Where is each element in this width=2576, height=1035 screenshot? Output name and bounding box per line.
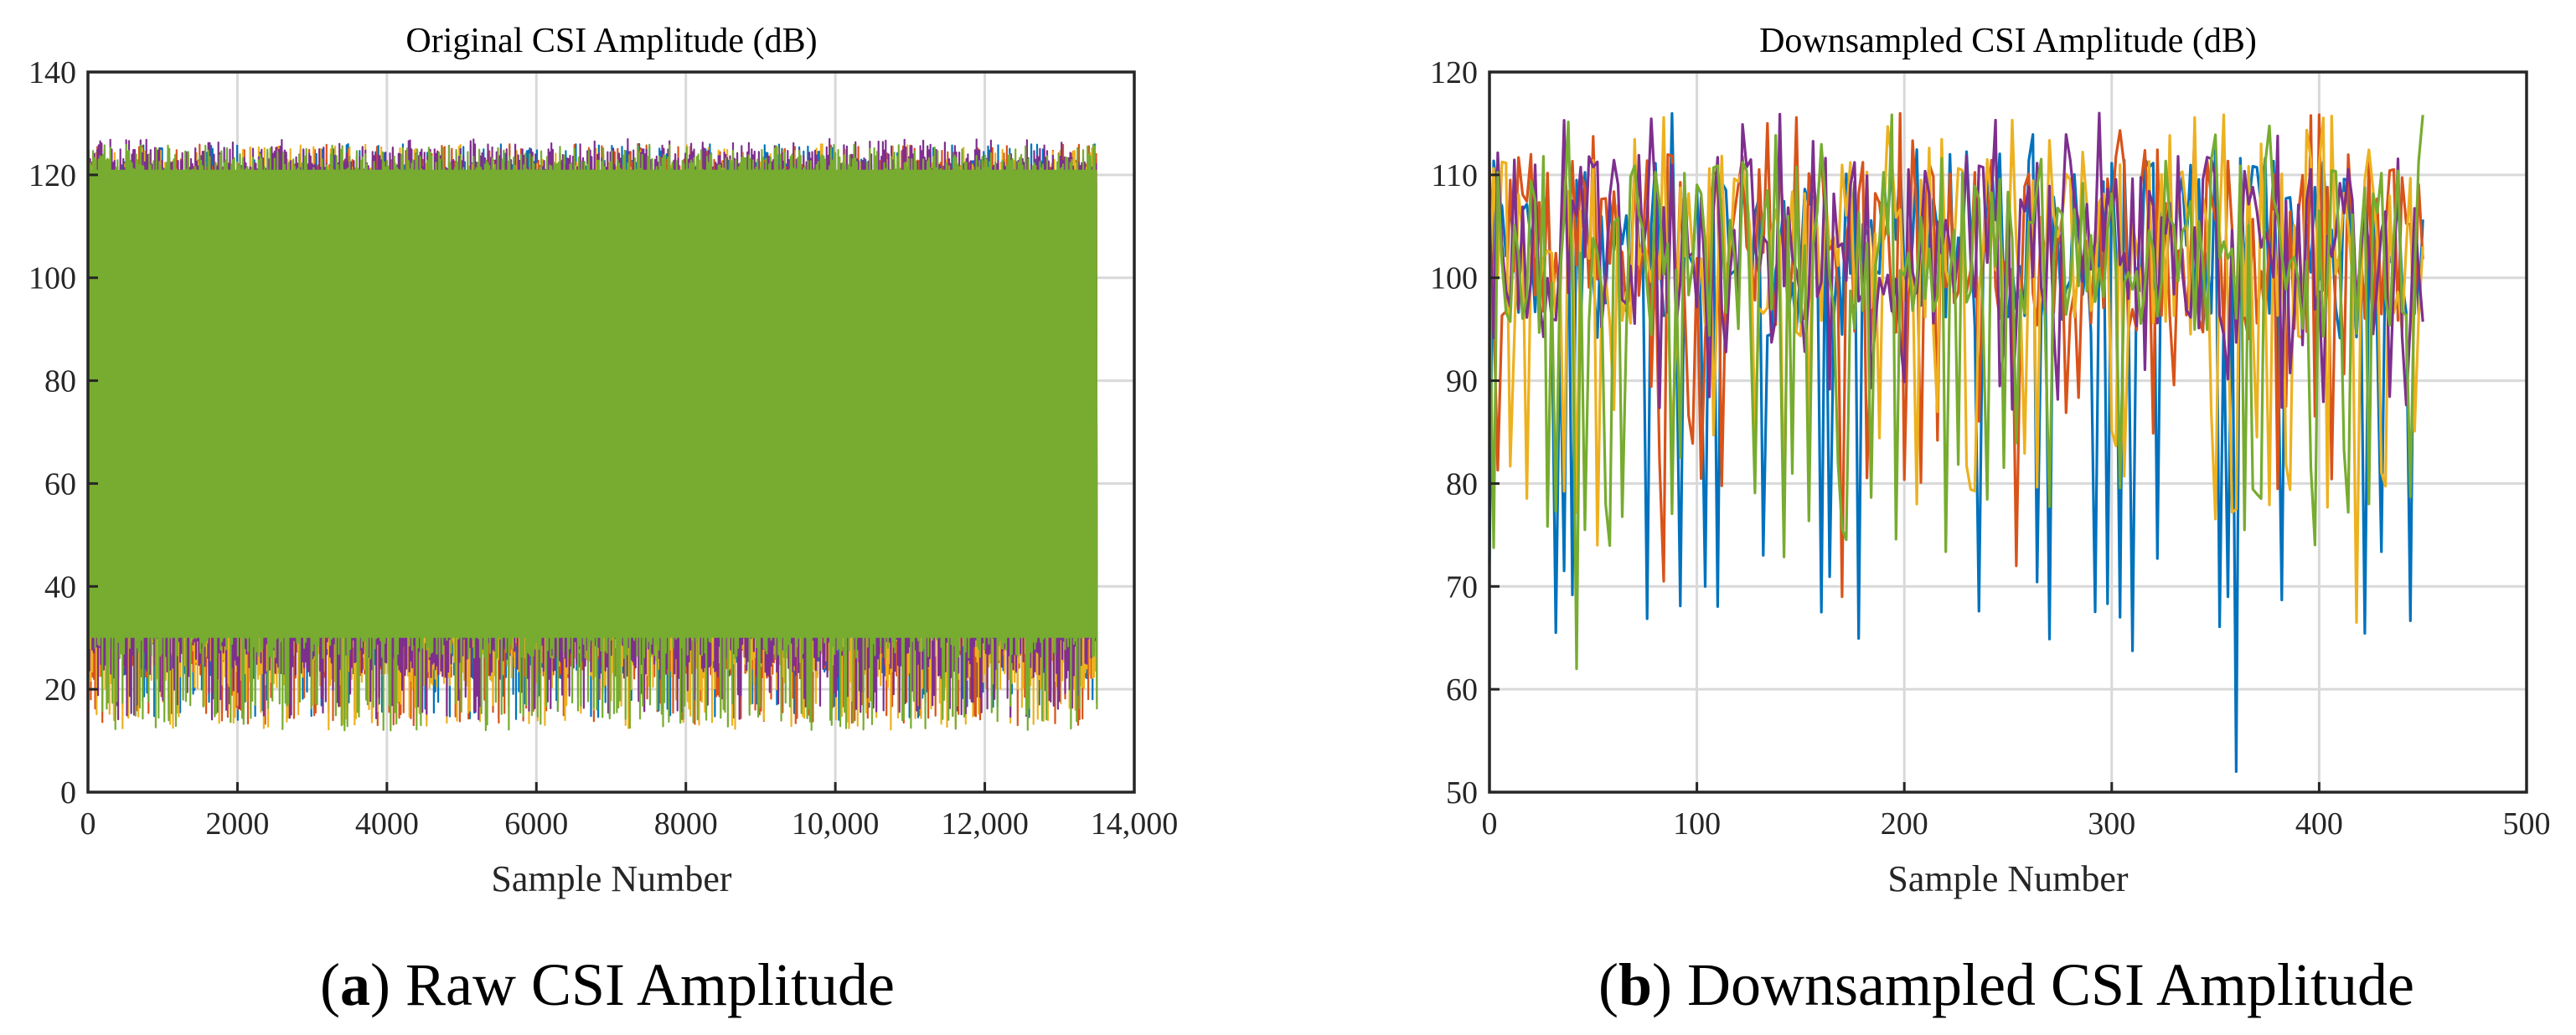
panel-a-raw-csi-amplitude: Original CSI Amplitude (dB) 0 2000 4000 600… bbox=[28, 22, 1178, 899]
caption-a-letter: a bbox=[340, 951, 370, 1018]
y-tick-label: 80 bbox=[1446, 466, 1478, 502]
caption-b-letter: b bbox=[1618, 951, 1652, 1018]
panel-a-x-axis-label: Sample Number bbox=[491, 858, 732, 899]
x-tick-label: 500 bbox=[2503, 806, 2551, 842]
y-tick-label: 40 bbox=[44, 569, 76, 605]
y-tick-label: 80 bbox=[44, 364, 76, 399]
caption-a-text: Raw CSI Amplitude bbox=[390, 951, 895, 1018]
y-tick-label: 100 bbox=[28, 261, 76, 296]
y-tick-label: 70 bbox=[1446, 569, 1478, 605]
y-tick-label: 100 bbox=[1430, 261, 1478, 296]
y-tick-label: 0 bbox=[60, 775, 76, 811]
y-tick-label: 60 bbox=[1446, 672, 1478, 708]
y-tick-label: 90 bbox=[1446, 364, 1478, 399]
panel-b-axes-box bbox=[1488, 70, 2528, 794]
panel-b-x-axis-label: Sample Number bbox=[1887, 858, 2129, 899]
panel-a-x-tick-labels: 0 2000 4000 6000 8000 10,000 12,000 14,000 bbox=[80, 806, 1179, 842]
panel-b-ticks bbox=[1488, 70, 2528, 794]
x-tick-label: 4000 bbox=[355, 806, 419, 842]
y-tick-label: 110 bbox=[1431, 158, 1478, 193]
caption-b: (b) Downsampled CSI Amplitude bbox=[1598, 951, 2414, 1018]
x-tick-label: 0 bbox=[1482, 806, 1498, 842]
panel-b-series-5-line bbox=[1488, 113, 2424, 671]
y-tick-label: 120 bbox=[1430, 55, 1478, 90]
panel-a-title: Original CSI Amplitude (dB) bbox=[405, 22, 817, 60]
x-tick-label: 100 bbox=[1673, 806, 1721, 842]
caption-b-text: Downsampled CSI Amplitude bbox=[1672, 951, 2414, 1018]
x-tick-label: 6000 bbox=[504, 806, 568, 842]
panel-a-axes-box bbox=[86, 70, 1136, 794]
panel-b-downsampled-csi-amplitude: Downsampled CSI Amplitude (dB) 0 100 200 30… bbox=[1430, 22, 2551, 899]
x-tick-label: 8000 bbox=[654, 806, 718, 842]
x-tick-label: 0 bbox=[80, 806, 96, 842]
x-tick-label: 12,000 bbox=[941, 806, 1029, 842]
panel-b-y-tick-labels: 50 60 70 80 90 100 110 120 bbox=[1430, 55, 1478, 811]
x-tick-label: 400 bbox=[2295, 806, 2343, 842]
x-tick-label: 2000 bbox=[205, 806, 269, 842]
y-tick-label: 50 bbox=[1446, 775, 1478, 811]
x-tick-label: 10,000 bbox=[792, 806, 880, 842]
x-tick-label: 200 bbox=[1881, 806, 1928, 842]
panel-a-series bbox=[86, 137, 1098, 732]
panel-b-title: Downsampled CSI Amplitude (dB) bbox=[1759, 22, 2257, 60]
panel-a-y-tick-labels: 0 20 40 60 80 100 120 140 bbox=[28, 55, 76, 811]
x-tick-label: 300 bbox=[2088, 806, 2135, 842]
y-tick-label: 140 bbox=[28, 55, 76, 90]
panel-b-x-tick-labels: 0 100 200 300 400 500 bbox=[1482, 806, 2551, 842]
y-tick-label: 60 bbox=[44, 466, 76, 502]
panel-b-series bbox=[1488, 111, 2424, 773]
x-tick-label: 14,000 bbox=[1091, 806, 1179, 842]
panel-a-dense-band bbox=[88, 169, 1097, 638]
y-tick-label: 20 bbox=[44, 672, 76, 708]
panel-a-ticks bbox=[86, 70, 1136, 794]
y-tick-label: 120 bbox=[28, 158, 76, 193]
caption-a: (a) Raw CSI Amplitude bbox=[320, 951, 895, 1018]
